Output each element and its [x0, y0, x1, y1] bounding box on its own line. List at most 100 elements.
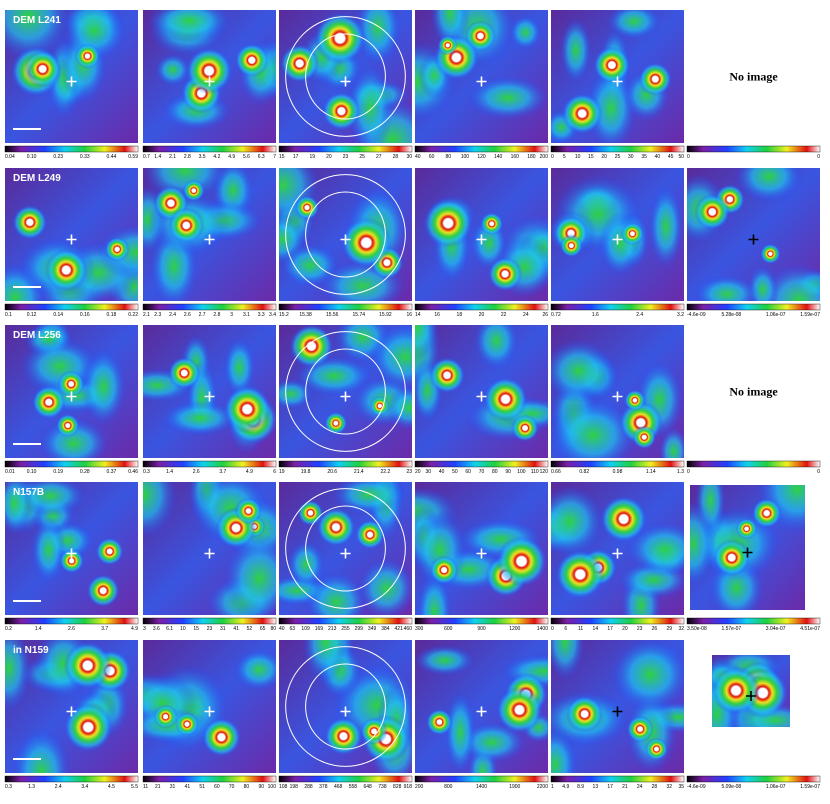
colorbar-tick-label: 1.3: [28, 784, 35, 790]
position-cross: [66, 706, 77, 717]
colorbar-tick-label: 1.3: [677, 469, 684, 475]
colorbar-tick-label: 300: [415, 626, 424, 632]
colorbar-tick-label: 600: [444, 626, 453, 632]
colorbar: [4, 303, 139, 311]
colorbar-tick-label: 24: [637, 784, 643, 790]
sky-image: [279, 640, 412, 773]
colorbar-tick-label: 4.9: [131, 626, 138, 632]
bright-source: [86, 574, 120, 608]
colorbar-tick-label: 2.3: [154, 312, 161, 318]
colorbar-tick-label: 0.44: [107, 154, 117, 160]
colorbar-tick-label: 0.1: [5, 312, 12, 318]
colorbar-tick-label: 100: [268, 784, 277, 790]
emission: [347, 64, 394, 143]
colorbar: [4, 460, 139, 468]
contour: [285, 174, 406, 295]
colorbar-tick-label: 1400: [476, 784, 487, 790]
colorbar-tick-label: 22: [501, 312, 507, 318]
colorbar-tick-label: 15.38: [299, 312, 312, 318]
emission: [466, 75, 548, 120]
emission: [5, 640, 32, 713]
colorbar: [278, 460, 413, 468]
colorbar-tick-label: 19: [279, 469, 285, 475]
colorbar-tick-label: 255: [341, 626, 350, 632]
colorbar-tick-label: 460: [404, 626, 413, 632]
sky-image: [143, 168, 276, 301]
colorbar: [550, 775, 685, 783]
colorbar-tick-label: 2.4: [55, 784, 62, 790]
bright-source: [496, 535, 547, 587]
contour: [305, 663, 386, 750]
emission: [155, 53, 191, 87]
sky-image: [5, 482, 138, 615]
colorbar-tick-label: 0.3: [5, 784, 12, 790]
bright-source: [638, 62, 673, 96]
colorbar-tick-label: 18: [457, 312, 463, 318]
colorbar-tick-label: 65: [260, 626, 266, 632]
colorbar-tick-label: 169: [315, 626, 324, 632]
colorbar-tick-label: 28: [393, 154, 399, 160]
colorbar-tick-label: 213: [328, 626, 337, 632]
bright-source: [74, 43, 101, 69]
colorbar-tick-label: 0.33: [80, 154, 90, 160]
colorbar-tick-label: 90: [258, 784, 264, 790]
colorbar-tick-label: 23: [406, 469, 412, 475]
colorbar: [686, 617, 821, 625]
bright-source: [324, 717, 363, 756]
position-cross: [204, 391, 215, 402]
colorbar-tick-label: 32: [678, 626, 684, 632]
colorbar-tick-label: 3: [230, 312, 233, 318]
bright-source: [735, 518, 758, 540]
colorbar-tick-label: 41: [233, 626, 239, 632]
sky-image: [415, 168, 548, 301]
colorbar-tick-label: 0: [687, 469, 690, 475]
colorbar-tick-label: 30: [628, 154, 634, 160]
no-image-text: No image: [729, 385, 778, 399]
colorbar-tick-label: 40: [439, 469, 445, 475]
colorbar-tick-label: 51: [199, 784, 205, 790]
colorbar: [686, 775, 821, 783]
colorbar-tick-label: 24: [523, 312, 529, 318]
position-cross: [66, 391, 77, 402]
colorbar-tick-label: 120: [477, 154, 486, 160]
emission: [162, 400, 239, 436]
colorbar: [686, 303, 821, 311]
bright-source: [175, 712, 199, 737]
colorbar-tick-label: 4.9: [228, 154, 235, 160]
colorbar-tick-label: 648: [363, 784, 372, 790]
colorbar-tick-label: 0.46: [128, 469, 138, 475]
bright-source: [289, 325, 334, 369]
colorbar-tick-label: 26: [542, 312, 548, 318]
colorbar-tick-label: 349: [368, 626, 377, 632]
colorbar-tick-label: 20: [326, 154, 332, 160]
colorbar-tick-label: 1.06e-07: [766, 312, 786, 318]
colorbar-tick-label: 0.01: [5, 469, 15, 475]
colorbar-tick-label: 30: [406, 154, 412, 160]
sky-image: [143, 640, 276, 773]
colorbar-tick-label: 28: [652, 784, 658, 790]
bright-source: [713, 538, 751, 577]
colorbar-tick-label: 70: [479, 469, 485, 475]
colorbar-tick-label: 7: [273, 154, 276, 160]
position-cross: [476, 706, 487, 717]
colorbar-tick-label: 20.6: [327, 469, 337, 475]
colorbar-tick-label: 15.92: [379, 312, 392, 318]
contour: [305, 348, 386, 435]
bright-source: [314, 12, 366, 65]
colorbar-tick-label: 5.5: [131, 784, 138, 790]
bright-source: [694, 193, 731, 230]
sky-image: [551, 640, 684, 773]
colorbar-tick-label: 2.7: [199, 312, 206, 318]
contour: [285, 646, 406, 767]
colorbar: [278, 145, 413, 153]
colorbar-tick-label: -4.6e-09: [687, 312, 706, 318]
colorbar-tick-label: 15.2: [279, 312, 289, 318]
emission: [690, 500, 717, 588]
colorbar: [142, 617, 277, 625]
colorbar-tick-label: 6: [564, 626, 567, 632]
sky-image: [687, 168, 820, 301]
colorbar-tick-label: 11: [143, 784, 148, 790]
bright-source: [712, 666, 761, 715]
colorbar: [686, 145, 821, 153]
